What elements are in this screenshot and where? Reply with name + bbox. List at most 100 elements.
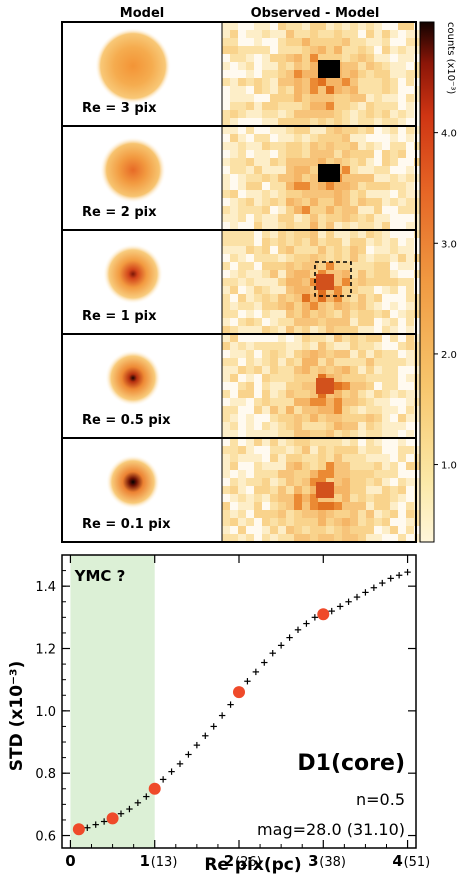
residual-pixel bbox=[310, 54, 319, 63]
residual-pixel bbox=[246, 518, 255, 527]
colorbar-tick-label: 4.0 bbox=[441, 129, 457, 140]
residual-pixel bbox=[238, 390, 247, 399]
residual-pixel bbox=[254, 462, 263, 471]
residual-pixel bbox=[270, 534, 279, 543]
residual-pixel bbox=[326, 534, 335, 543]
residual-pixel bbox=[310, 374, 319, 383]
residual-pixel bbox=[222, 86, 231, 95]
residual-pixel bbox=[222, 334, 231, 343]
residual-pixel bbox=[310, 270, 319, 279]
residual-pixel bbox=[310, 438, 319, 447]
residual-pixel bbox=[358, 390, 367, 399]
residual-pixel bbox=[358, 462, 367, 471]
residual-pixel bbox=[254, 174, 263, 183]
residual-pixel bbox=[294, 70, 303, 79]
residual-pixel bbox=[398, 510, 407, 519]
residual-pixel bbox=[302, 182, 311, 191]
residual-pixel bbox=[406, 422, 415, 431]
residual-pixel bbox=[318, 94, 327, 103]
residual-pixel bbox=[294, 222, 303, 231]
residual-pixel bbox=[222, 342, 231, 351]
residual-pixel bbox=[342, 70, 351, 79]
residual-pixel bbox=[230, 222, 239, 231]
residual-pixel bbox=[350, 54, 359, 63]
residual-pixel bbox=[318, 510, 327, 519]
residual-pixel bbox=[342, 270, 351, 279]
residual-pixel bbox=[326, 470, 335, 479]
residual-pixel bbox=[294, 102, 303, 111]
residual-pixel bbox=[262, 46, 271, 55]
residual-pixel bbox=[262, 158, 271, 167]
residual-pixel bbox=[414, 526, 423, 535]
residual-pixel bbox=[390, 430, 399, 439]
residual-pixel bbox=[382, 454, 391, 463]
residual-pixel bbox=[342, 438, 351, 447]
residual-pixel bbox=[238, 230, 247, 239]
curve-point bbox=[92, 821, 99, 828]
std-chart: YMC ? 0 1 (13) 2 (26) 3 (38) 4 (51) 0.60.81.01.2… bbox=[7, 554, 431, 875]
x-tick-sublabel: (51) bbox=[404, 855, 431, 870]
residual-pixel bbox=[310, 422, 319, 431]
residual-pixel bbox=[310, 222, 319, 231]
residual-pixel bbox=[334, 110, 343, 119]
residual-pixel bbox=[414, 182, 423, 191]
residual-pixel bbox=[222, 534, 231, 543]
residual-pixel bbox=[262, 502, 271, 511]
residual-pixel bbox=[302, 494, 311, 503]
residual-pixel bbox=[390, 46, 399, 55]
residual-pixel bbox=[366, 390, 375, 399]
residual-pixel bbox=[302, 86, 311, 95]
residual-pixel bbox=[414, 326, 423, 335]
residual-pixel bbox=[254, 190, 263, 199]
residual-pixel bbox=[286, 126, 295, 135]
residual-pixel bbox=[374, 454, 383, 463]
residual-pixel bbox=[342, 158, 351, 167]
residual-pixel bbox=[406, 342, 415, 351]
residual-pixel bbox=[342, 206, 351, 215]
residual-pixel bbox=[406, 150, 415, 159]
x-tick-label: 3 bbox=[308, 852, 318, 870]
residual-pixel bbox=[230, 22, 239, 31]
residual-pixel bbox=[326, 438, 335, 447]
residual-pixel bbox=[342, 446, 351, 455]
residual-pixel bbox=[382, 166, 391, 175]
residual-pixel bbox=[350, 30, 359, 39]
residual-pixel bbox=[246, 150, 255, 159]
residual-pixel bbox=[230, 526, 239, 535]
residual-pixel bbox=[278, 134, 287, 143]
residual-pixel bbox=[414, 118, 423, 127]
residual-pixel bbox=[238, 398, 247, 407]
residual-pixel bbox=[382, 70, 391, 79]
residual-pixel bbox=[254, 518, 263, 527]
residual-pixel bbox=[374, 54, 383, 63]
residual-pixel bbox=[262, 342, 271, 351]
residual-pixel bbox=[366, 518, 375, 527]
residual-pixel bbox=[278, 158, 287, 167]
residual-pixel bbox=[254, 494, 263, 503]
residual-pixel bbox=[390, 262, 399, 271]
residual-pixel bbox=[350, 150, 359, 159]
residual-pixel bbox=[230, 150, 239, 159]
residual-pixel bbox=[294, 502, 303, 511]
residual-pixel bbox=[390, 438, 399, 447]
residual-pixel bbox=[326, 518, 335, 527]
residual-pixel bbox=[374, 462, 383, 471]
residual-pixel bbox=[374, 494, 383, 503]
residual-pixel bbox=[366, 78, 375, 87]
residual-pixel bbox=[294, 302, 303, 311]
residual-pixel bbox=[358, 446, 367, 455]
residual-pixel bbox=[358, 198, 367, 207]
residual-pixel bbox=[382, 174, 391, 183]
residual-pixel bbox=[278, 510, 287, 519]
residual-peak bbox=[316, 378, 334, 394]
residual-pixel bbox=[398, 438, 407, 447]
residual-pixel bbox=[278, 46, 287, 55]
residual-pixel bbox=[406, 70, 415, 79]
residual-pixel bbox=[318, 134, 327, 143]
residual-pixel bbox=[286, 294, 295, 303]
x-tick-label: 0 bbox=[65, 852, 75, 870]
residual-pixel bbox=[374, 366, 383, 375]
x-tick-label: 2 bbox=[224, 852, 234, 870]
residual-pixel bbox=[406, 478, 415, 487]
residual-pixel bbox=[278, 278, 287, 287]
